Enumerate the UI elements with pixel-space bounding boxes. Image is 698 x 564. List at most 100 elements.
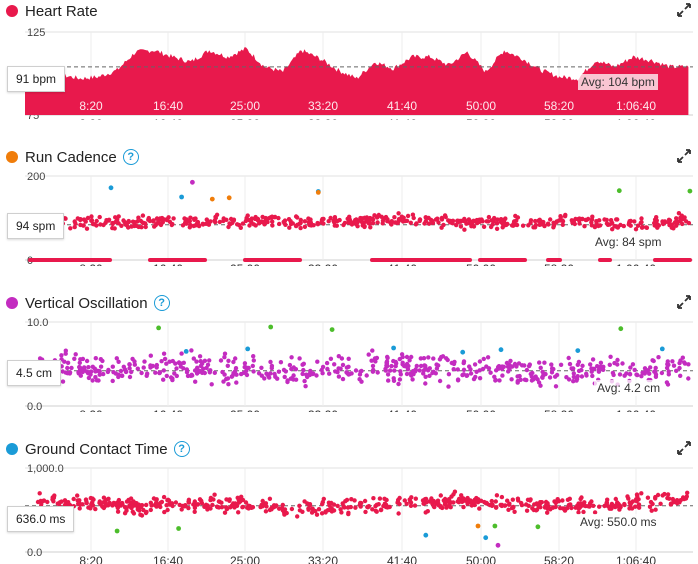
vertical-oscillation-point: [522, 363, 527, 368]
ground-contact-time-point: [272, 503, 277, 509]
ground-contact-time-point: [327, 502, 332, 507]
vertical-oscillation-point: [596, 367, 601, 373]
vertical-oscillation-point: [110, 378, 115, 384]
vertical-oscillation-point: [370, 363, 376, 369]
vertical-oscillation-point: [154, 365, 159, 370]
run-cadence-point: [315, 222, 321, 227]
run-cadence-point: [116, 221, 121, 226]
run-cadence-point: [594, 221, 599, 226]
run-cadence-point: [413, 222, 419, 227]
vertical-oscillation-point: [170, 377, 175, 383]
run-cadence-point: [332, 220, 337, 225]
vertical-oscillation-point: [289, 366, 294, 372]
vertical-oscillation-point: [132, 362, 137, 367]
ground-contact-time-point: [212, 492, 217, 497]
ground-contact-time-point: [578, 501, 583, 506]
vertical-oscillation-point: [229, 374, 234, 379]
vertical-oscillation-point: [576, 359, 582, 365]
vertical-oscillation-point: [653, 365, 658, 371]
run-cadence-point: [503, 216, 508, 221]
ground-contact-time-outlier-point: [475, 523, 481, 529]
vertical-oscillation-point: [647, 371, 652, 376]
ground-contact-time-point: [124, 506, 129, 511]
vertical-oscillation-point: [656, 355, 661, 360]
run-cadence-point: [170, 221, 175, 227]
ground-contact-time-point: [628, 502, 633, 508]
run-cadence-point: [462, 227, 467, 232]
ground-contact-time-y-min-label: 0.0: [27, 547, 42, 559]
vertical-oscillation-point: [62, 359, 67, 364]
ground-contact-time-point: [89, 502, 94, 507]
run-cadence-point: [140, 213, 146, 218]
vertical-oscillation-point: [632, 367, 637, 373]
ground-contact-time-point: [384, 497, 389, 503]
ground-contact-time-point: [636, 502, 642, 507]
ground-contact-time-outlier-point: [535, 524, 541, 530]
run-cadence-point: [238, 225, 243, 230]
run-cadence-point: [676, 211, 682, 216]
vertical-oscillation-outlier-point: [659, 346, 665, 352]
vertical-oscillation-point: [340, 362, 346, 368]
help-icon[interactable]: ?: [122, 149, 139, 165]
vertical-oscillation-point: [571, 374, 576, 380]
run-cadence-point: [119, 223, 124, 228]
ground-contact-time-point: [506, 507, 511, 512]
vertical-oscillation-point: [677, 360, 682, 366]
vertical-oscillation-point: [114, 356, 120, 361]
run-cadence-point: [552, 222, 557, 227]
vertical-oscillation-point: [161, 351, 167, 356]
run-cadence-point: [614, 217, 619, 222]
vertical-oscillation-point: [371, 367, 376, 373]
ground-contact-time-point: [161, 494, 167, 500]
ground-contact-time-chart[interactable]: 8:20 16:40 25:00 33:20 41:40 50:00 58:20 1:06:4…: [0, 438, 698, 564]
run-cadence-point: [302, 224, 308, 229]
vertical-oscillation-point: [209, 382, 214, 387]
expand-icon[interactable]: [676, 2, 692, 18]
run-cadence-point: [486, 219, 491, 224]
ground-contact-time-point: [101, 500, 107, 505]
ground-contact-time-point: [409, 495, 414, 500]
run-cadence-point: [203, 221, 209, 226]
run-cadence-point: [140, 220, 145, 225]
ground-contact-time-point: [685, 490, 690, 495]
ground-contact-time-point: [567, 496, 572, 501]
help-icon[interactable]: ?: [153, 295, 170, 311]
vertical-oscillation-point: [220, 369, 225, 375]
vertical-oscillation-point: [139, 370, 144, 376]
ground-contact-time-point: [260, 498, 265, 504]
vertical-oscillation-point: [650, 358, 655, 363]
vertical-oscillation-x-tick-label: 16:40: [153, 408, 183, 412]
help-icon[interactable]: ?: [173, 441, 190, 457]
run-cadence-point: [89, 218, 94, 223]
ground-contact-time-point: [306, 507, 311, 512]
run-cadence-point: [380, 218, 386, 223]
vertical-oscillation-point: [194, 359, 199, 364]
ground-contact-time-y-max-label: 1,000.0: [27, 463, 64, 475]
ground-contact-time-point: [115, 509, 121, 514]
ground-contact-time-point: [362, 498, 368, 504]
run-cadence-point: [573, 216, 578, 222]
vertical-oscillation-point: [293, 367, 299, 372]
run-cadence-point: [293, 223, 299, 229]
expand-icon[interactable]: [676, 440, 692, 456]
ground-contact-time-point: [154, 500, 159, 505]
expand-icon[interactable]: [676, 148, 692, 164]
vertical-oscillation-point: [308, 370, 313, 376]
heart-rate-chart[interactable]: 8:20 16:40 25:00 33:20 41:40 50:00 58:20 1:06:4…: [0, 0, 698, 120]
vertical-oscillation-point: [461, 360, 466, 366]
vertical-oscillation-point: [200, 361, 205, 366]
ground-contact-time-point: [335, 503, 340, 509]
vertical-oscillation-chart[interactable]: 8:20 16:40 25:00 33:20 41:40 50:00 58:20 1:06:4…: [0, 292, 698, 412]
ground-contact-time-point: [124, 499, 130, 504]
vertical-oscillation-point: [389, 363, 394, 369]
run-cadence-point: [442, 213, 448, 218]
ground-contact-time-point: [629, 506, 635, 511]
expand-icon[interactable]: [676, 294, 692, 310]
ground-contact-time-point: [342, 505, 347, 510]
vertical-oscillation-point: [77, 360, 83, 365]
ground-contact-time-point: [519, 500, 524, 506]
ground-contact-time-point: [568, 502, 573, 507]
run-cadence-point: [337, 217, 342, 223]
run-cadence-point: [370, 217, 376, 222]
vertical-oscillation-point: [251, 369, 256, 374]
